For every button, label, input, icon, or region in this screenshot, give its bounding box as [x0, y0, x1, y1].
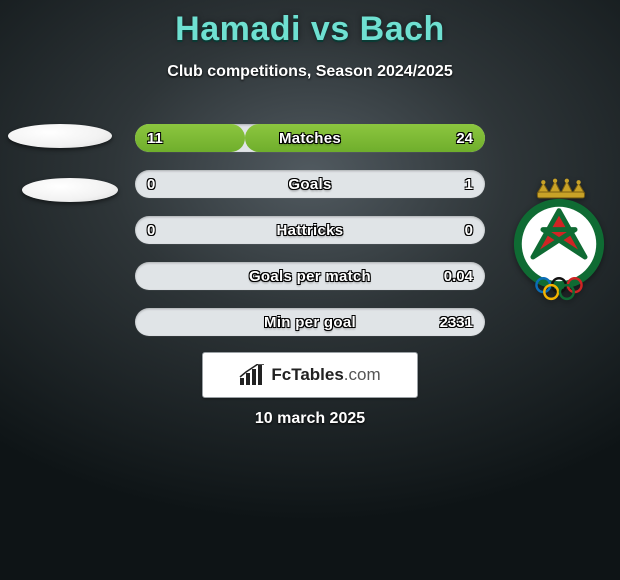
stat-row: Matches11 24: [135, 124, 485, 152]
stat-row: Min per goal2331: [135, 308, 485, 336]
brand-text: FcTables.com: [271, 365, 380, 385]
stat-label: Matches: [135, 124, 485, 152]
comparison-card: Hamadi vs Bach Club competitions, Season…: [0, 0, 620, 580]
stat-label: Goals: [135, 170, 485, 198]
stat-row: Goals per match0.04: [135, 262, 485, 290]
stat-value-left: 0: [135, 170, 167, 198]
left-avatar-placeholder-2: [22, 178, 118, 202]
left-avatar-placeholder-1: [8, 124, 112, 148]
club-crest-icon: [510, 178, 608, 308]
date-text: 10 march 2025: [0, 410, 620, 428]
subtitle: Club competitions, Season 2024/2025: [0, 63, 620, 81]
bars-icon: [239, 364, 265, 386]
stat-row: Goals0 1: [135, 170, 485, 198]
stat-value-right: 0.04: [432, 262, 485, 290]
stat-value-right: 2331: [428, 308, 485, 336]
page-title: Hamadi vs Bach: [0, 0, 620, 49]
brand-name: FcTables: [271, 365, 343, 384]
stat-value-right: 24: [444, 124, 485, 152]
stat-value-left: 11: [135, 124, 175, 152]
stat-label: Hattricks: [135, 216, 485, 244]
stat-value-right: 0: [453, 216, 485, 244]
stat-row: Hattricks0 0: [135, 216, 485, 244]
stat-value-right: 1: [453, 170, 485, 198]
brand-badge: FcTables.com: [202, 352, 418, 398]
brand-suffix: .com: [344, 365, 381, 384]
stat-value-left: 0: [135, 216, 167, 244]
stat-bars: Matches1124Goals01Hattricks00Goals per m…: [135, 124, 485, 354]
